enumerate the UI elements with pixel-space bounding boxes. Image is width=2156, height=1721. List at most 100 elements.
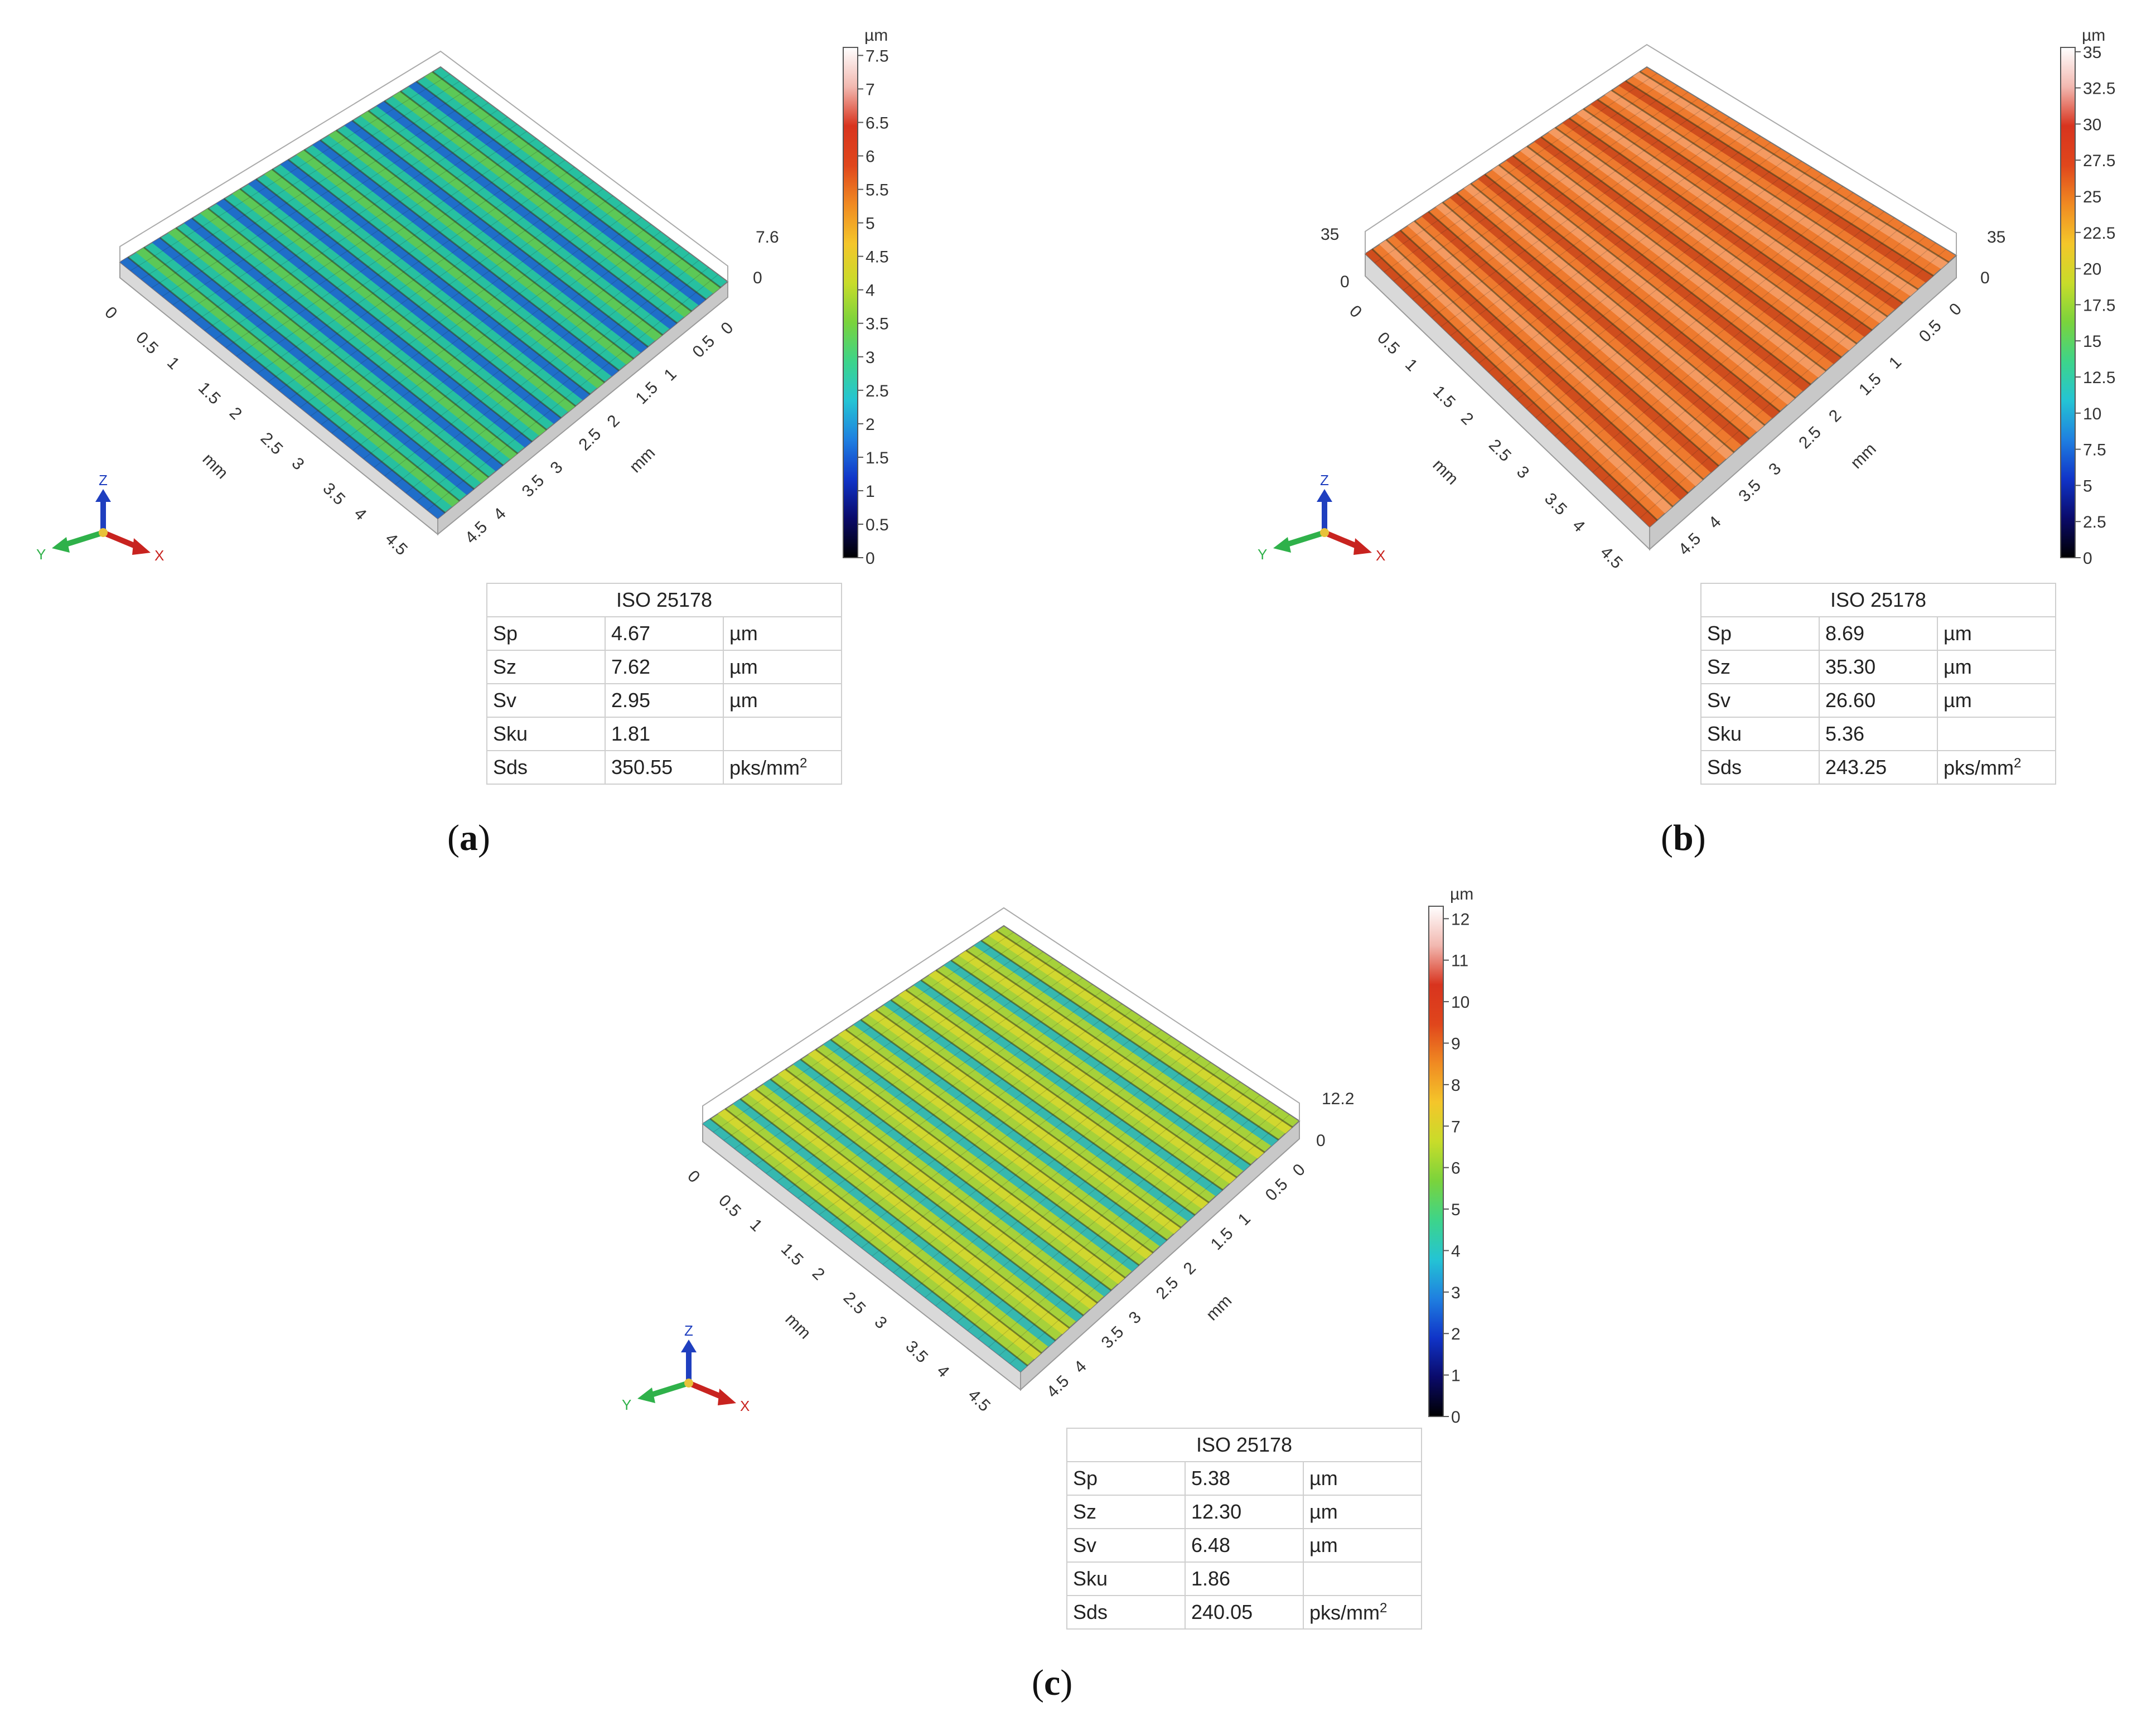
triad-y-head	[52, 537, 70, 553]
surface-ridge	[1463, 183, 1765, 432]
surface-ridge-shadow	[415, 81, 707, 301]
axis-tick-label-y: 3	[288, 454, 308, 473]
surface-ridge	[168, 228, 489, 484]
param-unit: µm	[1303, 1495, 1422, 1529]
axis-tick-label-y: 4.5	[381, 530, 411, 559]
param-unit: µm	[723, 683, 842, 718]
colorbar-tick-label: 15	[2083, 332, 2101, 351]
colorbar-tick-label: 10	[1451, 993, 1469, 1012]
axis-tick-label-x: 0	[717, 318, 737, 338]
colorbar-tick-label: 4	[1451, 1242, 1461, 1260]
caption-a: (a)	[447, 818, 490, 858]
surface-ridge-shadow	[800, 1058, 1112, 1291]
surface-ridge-shadow	[1371, 248, 1658, 521]
surface-texture-line	[1009, 1114, 1290, 1364]
surface-ridge-shadow	[320, 139, 620, 371]
colorbar-tick-label: 3	[1451, 1284, 1461, 1302]
axis-tick-label-y: 0.5	[1374, 328, 1403, 358]
param-unit-exponent: 2	[1380, 1600, 1388, 1616]
param-unit: pks/mm2	[1303, 1595, 1422, 1630]
param-unit: µm	[1303, 1528, 1422, 1563]
axis-tick-label-y: 2	[226, 404, 245, 423]
surface-ridge	[974, 940, 1279, 1146]
iso-table-row: Sz 12.30 µm	[1066, 1495, 1422, 1529]
surface-ridge-shadow	[739, 1098, 1056, 1341]
surface-texture-line	[151, 88, 470, 288]
colorbar-tick-label: 7.5	[2083, 441, 2106, 460]
surface-ridge	[1520, 146, 1826, 378]
surface-texture-line	[1440, 117, 1730, 327]
colorbar-gradient	[1428, 906, 1444, 1417]
triad-z-head	[1317, 489, 1332, 502]
surface-plot-c: 0 00.50.51 11.51.52 22.52.53 33.5 3.54 44.5 4.5…	[684, 907, 1354, 1415]
param-unit-text: µm	[729, 689, 758, 712]
surface-ridge	[424, 71, 721, 294]
surface-ridge-shadow	[239, 188, 547, 431]
param-name: Sp	[1700, 616, 1820, 651]
surface-ridge-shadow	[950, 959, 1251, 1166]
iso-table-row: Sku 1.81	[486, 717, 842, 751]
axis-tick-label-x: 1.5	[1207, 1224, 1237, 1254]
surface-texture-line	[1573, 205, 1874, 455]
triad-x-arrow	[102, 530, 138, 549]
surface-texture-line	[162, 95, 479, 297]
colorbar-tick-label: 7	[866, 80, 875, 99]
surface-ridge-shadow	[336, 129, 634, 360]
surface-ridge	[703, 1119, 1028, 1372]
surface-texture-line	[1640, 249, 1946, 519]
surface-texture-line	[342, 217, 642, 442]
surface-ridge	[184, 218, 503, 471]
axis-tick-label-y: 4	[933, 1361, 953, 1381]
surface-ridge-shadow	[770, 1078, 1084, 1316]
param-name: Sku	[486, 717, 606, 751]
surface-ridge	[232, 188, 547, 436]
param-value: 7.62	[605, 650, 724, 684]
surface-ridge	[898, 990, 1209, 1209]
colorbar-b: µm 0 2.5 5 7.5 10 12.5 15 17.5 20 22.5 25 27.5 30 32.5…	[2048, 22, 2138, 569]
triad-z-label: Z	[684, 1322, 693, 1339]
axis-tick-label-x: 3.5	[1735, 476, 1765, 506]
param-unit-text: µm	[1944, 622, 1972, 645]
surface-ridge	[793, 1059, 1111, 1297]
surface-ridge	[838, 1029, 1153, 1259]
axis-tick-label-y: 2	[809, 1264, 828, 1284]
surface-texture-line	[384, 245, 680, 476]
colorbar-tick-label: 8	[1451, 1076, 1461, 1095]
surface-ridge	[120, 257, 445, 519]
colorbar-tick-label: 4	[866, 282, 875, 300]
surface-ridge	[1407, 221, 1704, 486]
colorbar-tick-label: 2.5	[866, 382, 889, 400]
iso-table-c: ISO 25178 Sp 5.38 µm Sz 12.30 µm Sv 6.48 µm Sku 1.8…	[1066, 1428, 1422, 1630]
surface-ridge-shadow	[303, 149, 605, 383]
surface-ridge-shadow	[272, 168, 576, 407]
surface-ridge	[376, 101, 677, 329]
surface-ridge-shadow	[255, 178, 562, 419]
colorbar-tick-label: 5	[1451, 1201, 1461, 1219]
axis-tick-label-x: 1	[660, 365, 680, 384]
axis-tick-label-y: 3	[1513, 462, 1533, 482]
triad-x-label: X	[740, 1398, 750, 1414]
surface-texture-line	[1526, 173, 1823, 409]
param-name: Sds	[1700, 750, 1820, 785]
surface-texture-line	[946, 1075, 1231, 1314]
axis-tick-label-x: 2.5	[1795, 423, 1825, 452]
surface-texture-line	[723, 938, 1024, 1141]
colorbar-tick-label: 5	[866, 215, 875, 233]
surface-texture-line	[1583, 211, 1884, 464]
surface-texture-line	[1611, 230, 1916, 491]
colorbar-tick-label: 20	[2083, 260, 2101, 279]
axis-tick-label-y: 4.5	[964, 1386, 994, 1415]
surface-texture-line	[1403, 91, 1689, 291]
param-name: Sv	[1700, 683, 1820, 718]
param-value: 8.69	[1819, 616, 1938, 651]
param-value: 240.05	[1185, 1595, 1304, 1630]
surface-texture-line	[225, 138, 537, 348]
axis-title-y: mm	[199, 450, 232, 483]
surface-ridge-shadow	[432, 71, 721, 288]
iso-table-a: ISO 25178 Sp 4.67 µm Sz 7.62 µm Sv 2.95 µm Sku 1.81…	[486, 583, 842, 785]
surface-ridge	[360, 110, 663, 341]
colorbar-gradient	[843, 47, 858, 558]
param-unit-exponent: 2	[2014, 755, 2022, 771]
panel-c: 0 0 0.5 0.5 1 1 1.5 1.5 2 2 2.5 2.5 3 3 3.5 3.5 4 4 4.5 4.5…	[502, 870, 1673, 1721]
